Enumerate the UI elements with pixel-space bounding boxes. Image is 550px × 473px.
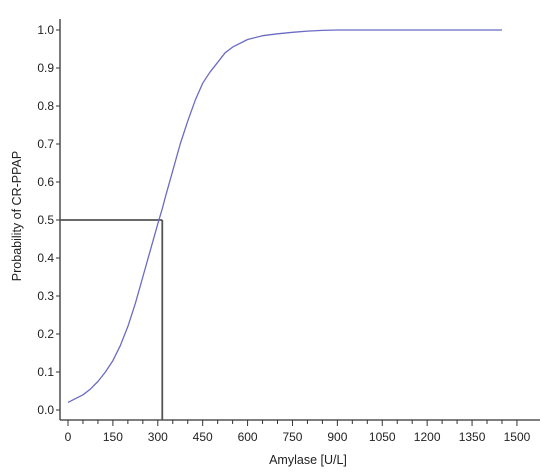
y-tick-label: 0.0 xyxy=(37,403,54,417)
probability-curve xyxy=(67,29,502,403)
x-tick-label: 1200 xyxy=(414,430,441,444)
x-tick-label: 450 xyxy=(193,430,213,444)
x-tick-label: 0 xyxy=(65,430,72,444)
x-tick-label: 600 xyxy=(238,430,258,444)
y-tick-label: 0.4 xyxy=(37,251,54,265)
x-tick-label: 1350 xyxy=(459,430,486,444)
x-tick-label: 750 xyxy=(282,430,302,444)
y-tick-label: 0.7 xyxy=(37,137,54,151)
x-tick-label: 1500 xyxy=(504,430,531,444)
x-tick-label: 300 xyxy=(148,430,168,444)
x-tick-label: 150 xyxy=(103,430,123,444)
series-group xyxy=(67,29,502,403)
x-axis-ticks: 0 150 300 450 600 750 900 1050 1200 1350 1500 xyxy=(65,420,531,444)
y-tick-label: 0.1 xyxy=(37,365,54,379)
reference-lines xyxy=(60,219,164,420)
x-axis-title: Amylase [U/L] xyxy=(269,453,347,467)
y-tick-label: 0.2 xyxy=(37,327,54,341)
y-axis-ticks: 0.0 0.1 0.2 0.3 0.4 0.5 0.6 0.7 0.8 0.9 1.0 xyxy=(37,23,60,417)
y-tick-label: 0.6 xyxy=(37,175,54,189)
y-tick-label: 0.3 xyxy=(37,289,54,303)
y-tick-label: 0.9 xyxy=(37,61,54,75)
y-axis-title: Probability of CR-PPAP xyxy=(10,151,24,281)
y-tick-label: 0.5 xyxy=(37,213,54,227)
y-tick-label: 0.8 xyxy=(37,99,54,113)
x-tick-label: 1050 xyxy=(369,430,396,444)
y-tick-label: 1.0 xyxy=(37,23,54,37)
x-tick-label: 900 xyxy=(327,430,347,444)
